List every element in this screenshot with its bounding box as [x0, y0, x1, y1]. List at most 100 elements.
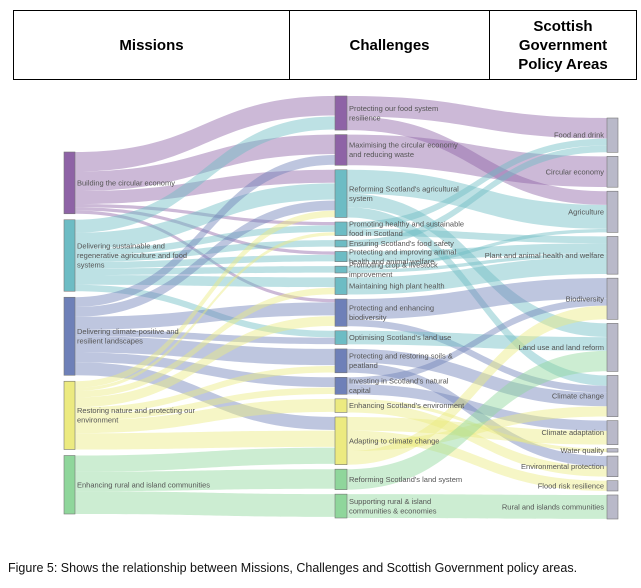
- challenge-label-c2: Maximising the circular economy and reduc…: [349, 141, 458, 160]
- flow-m1-c3: [75, 169, 335, 204]
- mission-node-m3: [63, 296, 76, 376]
- policy-node-p3: [606, 190, 619, 233]
- policy-label-p2: Circular economy: [546, 167, 605, 176]
- challenge-node-c9: [334, 298, 348, 327]
- mission-label-m2: Delivering sustainable and regenerative a…: [77, 242, 187, 270]
- challenge-label-c6: Protecting and improving animal health an…: [349, 247, 456, 266]
- challenge-node-c11: [334, 348, 348, 374]
- figure-caption: Figure 5: Shows the relationship between…: [8, 561, 578, 575]
- policy-node-p1: [606, 117, 619, 153]
- policy-label-p1: Food and drink: [554, 131, 604, 140]
- policy-label-p4: Plant and animal health and welfare: [485, 251, 604, 260]
- header-table: Missions Challenges Scottish Government …: [13, 10, 637, 80]
- flow-m2-c1: [75, 116, 335, 233]
- flow-m1-c6: [75, 207, 335, 255]
- policy-node-p8: [606, 420, 619, 445]
- flow-m3-c12: [75, 352, 335, 388]
- missions-column-header: Missions: [14, 11, 290, 79]
- mission-label-m1: Building the circular economy: [77, 178, 175, 187]
- challenge-node-c15: [334, 468, 348, 490]
- challenge-label-c1: Protecting our food system resilience: [349, 104, 438, 123]
- flow-m1-c1: [75, 96, 335, 172]
- flow-m3-c3: [75, 200, 335, 317]
- challenge-label-c9: Protecting and enhancing biodiversity: [349, 303, 434, 322]
- flow-c3-p6: [347, 193, 607, 337]
- challenge-label-c5: Ensuring Scotland's food safety: [349, 239, 454, 248]
- challenge-label-c10: Optimising Scotland's land use: [349, 333, 451, 342]
- challenge-label-c3: Reforming Scotland's agricultural system: [349, 184, 459, 203]
- policy-label-p7: Climate change: [552, 392, 604, 401]
- challenge-node-c12: [334, 376, 348, 395]
- flow-c1-p1: [347, 96, 607, 139]
- challenge-node-c13: [334, 398, 348, 413]
- challenge-label-c7: Promoting crop & livestock improvement: [349, 260, 438, 279]
- mission-label-m3: Delivering climate-positive and resilient…: [77, 327, 179, 346]
- flow-c10-p6: [347, 330, 607, 351]
- flow-m1-c2: [75, 134, 335, 191]
- flow-m2-c8: [75, 275, 335, 288]
- challenge-node-c16: [334, 493, 348, 519]
- flow-c8-p4: [347, 257, 607, 295]
- flow-c16-p12: [347, 494, 607, 519]
- flow-c3-p3: [347, 169, 607, 229]
- challenge-node-c2: [334, 134, 348, 166]
- challenge-node-c10: [334, 330, 348, 345]
- flow-c9-p5: [347, 278, 607, 320]
- flow-c3-p7: [347, 207, 607, 386]
- flow-m4-c12: [75, 387, 335, 421]
- policy-header-line-1: Scottish: [533, 17, 593, 35]
- challenge-node-c4: [334, 221, 348, 236]
- flow-c13-p9: [347, 398, 607, 453]
- policy-node-p5: [606, 277, 619, 320]
- flow-m5-c14: [75, 447, 335, 472]
- flow-m5-c15: [75, 469, 335, 492]
- flow-c14-p11: [347, 430, 607, 491]
- flow-c6-p4: [347, 243, 607, 262]
- flow-m1-c9: [75, 210, 335, 303]
- challenge-node-c14: [334, 416, 348, 465]
- flow-c11-p10: [347, 362, 607, 467]
- flow-c14-p5: [347, 305, 607, 465]
- policy-node-p12: [606, 494, 619, 520]
- flow-c1-p3: [347, 116, 607, 205]
- flow-c7-p4: [347, 253, 607, 273]
- policy-node-p11: [606, 480, 619, 492]
- mission-node-m5: [63, 455, 76, 515]
- flow-m2-c3: [75, 183, 335, 249]
- policy-label-p12: Rural and islands communities: [502, 502, 604, 511]
- challenge-node-c6: [334, 251, 348, 262]
- flow-c12-p8: [347, 384, 607, 431]
- flow-c14-p8: [347, 416, 607, 445]
- flow-m3-c2: [75, 155, 335, 307]
- flow-m2-c4: [75, 225, 335, 256]
- flow-c2-p2: [347, 134, 607, 188]
- challenge-label-c14: Adapting to climate change: [349, 436, 439, 445]
- flow-m4-c11: [75, 365, 335, 414]
- flow-c12-p5: [347, 298, 607, 385]
- policy-node-p4: [606, 236, 619, 275]
- policy-node-p9: [606, 448, 619, 453]
- challenge-node-c7: [334, 265, 348, 274]
- flow-m3-c9: [75, 302, 335, 330]
- flow-c13-p10: [347, 402, 607, 477]
- sankey-diagram: Building the circular economy Delivering …: [63, 95, 619, 520]
- flow-m1-c4: [75, 204, 335, 226]
- policy-label-p3: Agriculture: [568, 207, 604, 216]
- flow-m3-c14: [75, 362, 335, 430]
- policy-label-p6: Land use and land reform: [519, 343, 604, 352]
- flow-m2-c5: [75, 240, 335, 262]
- challenge-label-c8: Maintaining high plant health: [349, 282, 445, 291]
- flow-c11-p7: [347, 348, 607, 407]
- flow-m4-c9: [75, 316, 335, 408]
- flow-m2-c10: [75, 284, 335, 338]
- challenge-node-c8: [334, 277, 348, 295]
- flow-m4-c8: [75, 287, 335, 398]
- challenge-node-c3: [334, 169, 348, 218]
- flow-m4-c3: [75, 210, 335, 388]
- policy-label-p9: Water quality: [561, 446, 605, 455]
- flow-m4-c14: [75, 430, 335, 450]
- policy-label-p5: Biodiversity: [566, 294, 605, 303]
- mission-label-m4: Restoring nature and protecting our envir…: [77, 406, 195, 425]
- flow-c14-p7: [347, 406, 607, 452]
- policy-node-p6: [606, 323, 619, 372]
